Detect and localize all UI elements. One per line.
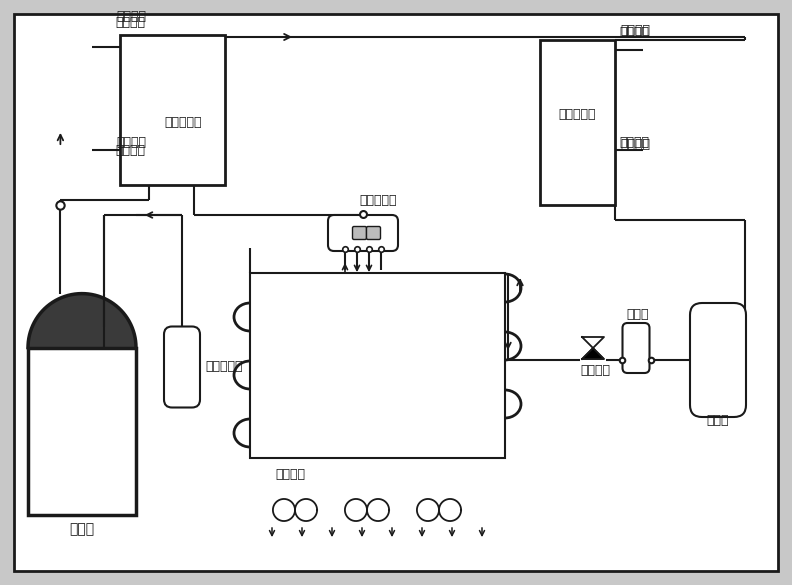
Text: 空调回水: 空调回水 <box>619 26 649 39</box>
FancyBboxPatch shape <box>328 215 398 251</box>
Text: 储液罐: 储液罐 <box>706 414 729 426</box>
Text: 节流装置: 节流装置 <box>580 363 610 377</box>
Bar <box>28 347 136 515</box>
Bar <box>250 273 505 458</box>
Text: 空调回水: 空调回水 <box>620 23 650 36</box>
Polygon shape <box>582 337 604 348</box>
Text: 汽液分离器: 汽液分离器 <box>205 360 243 373</box>
Bar <box>540 40 615 205</box>
Text: 热水出水: 热水出水 <box>116 136 146 150</box>
Polygon shape <box>582 348 604 359</box>
Text: 热交换器: 热交换器 <box>275 467 305 480</box>
Text: 四通电磁阀: 四通电磁阀 <box>360 194 397 208</box>
Text: 热水出水: 热水出水 <box>115 143 145 157</box>
FancyBboxPatch shape <box>352 226 367 239</box>
Text: 过滤器: 过滤器 <box>626 308 649 321</box>
Polygon shape <box>28 294 136 347</box>
FancyBboxPatch shape <box>690 303 746 417</box>
Text: 热水回水: 热水回水 <box>115 16 145 29</box>
Bar <box>120 35 225 185</box>
Text: 板式换热器: 板式换热器 <box>558 108 596 121</box>
Text: 热水回水: 热水回水 <box>116 11 146 23</box>
FancyBboxPatch shape <box>623 323 649 373</box>
FancyBboxPatch shape <box>164 326 200 408</box>
Text: 压缩机: 压缩机 <box>70 522 94 536</box>
Text: 空调出水: 空调出水 <box>620 139 650 152</box>
Text: 空调出水: 空调出水 <box>619 136 649 150</box>
FancyBboxPatch shape <box>367 226 380 239</box>
Text: 板式换热器: 板式换热器 <box>164 115 202 129</box>
